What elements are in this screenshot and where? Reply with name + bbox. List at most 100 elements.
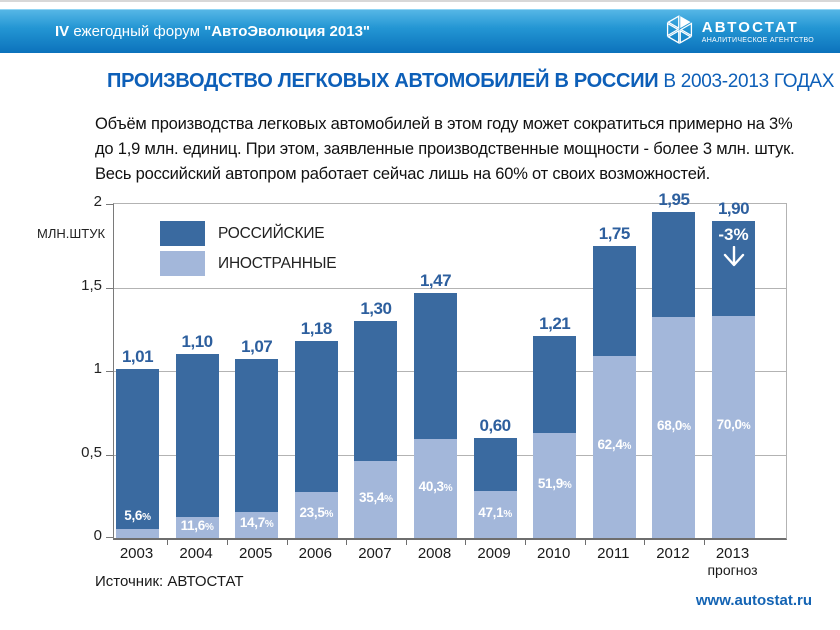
foreign-share-label: 35,4% bbox=[359, 489, 393, 505]
bar-total-label: 0,60 bbox=[479, 416, 512, 435]
x-tick-mark bbox=[465, 540, 467, 545]
x-axis-label: 2005 bbox=[239, 545, 273, 562]
y-tick-mark bbox=[106, 537, 114, 538]
bar-foreign-segment bbox=[414, 439, 457, 538]
y-tick-label: 1,5 bbox=[81, 276, 102, 294]
legend-item-foreign: ИНОСТРАННЫЕ bbox=[160, 251, 337, 276]
bar-russian-segment bbox=[652, 212, 696, 317]
x-axis-label: 2007 bbox=[358, 545, 392, 562]
x-tick-mark bbox=[703, 540, 705, 545]
bar-russian-segment bbox=[175, 354, 219, 517]
bar-total-label: 1,95 bbox=[658, 190, 690, 209]
bar-total-label: 1,47 bbox=[419, 271, 452, 290]
chart-legend: РОССИЙСКИЕ ИНОСТРАННЫЕ bbox=[160, 221, 337, 281]
bar-russian-segment bbox=[116, 369, 159, 529]
foreign-share-label: 68,0% bbox=[657, 417, 691, 433]
bar-russian-segment bbox=[592, 246, 636, 356]
foreign-share-label: 14,7% bbox=[239, 515, 274, 530]
bar-foreign-segment bbox=[354, 461, 398, 538]
forum-quoted: "АвтоЭволюция 2013" bbox=[204, 23, 371, 40]
bar-total-label: 1,90 bbox=[717, 199, 750, 218]
legend-swatch-foreign bbox=[160, 251, 205, 276]
logo-name: АВТОСТАТ bbox=[701, 18, 799, 36]
page-title-main: ПРОИЗВОДСТВО ЛЕГКОВЫХ АВТОМОБИЛЕЙ В РОСС… bbox=[107, 70, 659, 92]
autostat-logo: АВТОСТАТ АНАЛИТИЧЕСКОЕ АГЕНТСТВО bbox=[664, 10, 814, 53]
legend-label-russian: РОССИЙСКИЕ bbox=[218, 224, 325, 242]
bar-2010: 51,9% bbox=[533, 336, 577, 538]
logo-text: АВТОСТАТ АНАЛИТИЧЕСКОЕ АГЕНТСТВО bbox=[701, 18, 814, 44]
forum-title: IV ежегодный форум "АвтоЭволюция 2013" bbox=[55, 10, 370, 53]
bar-foreign-segment bbox=[235, 512, 279, 538]
foreign-share-label: 47,1% bbox=[478, 504, 512, 520]
bar-russian-segment bbox=[414, 293, 457, 439]
bar-foreign-segment bbox=[592, 356, 636, 538]
x-axis-label: 2008 bbox=[417, 545, 452, 562]
bar-foreign-segment bbox=[473, 491, 517, 538]
bar-total-label: 1,21 bbox=[539, 314, 571, 333]
y-axis-labels: 2 1,5 1 0,5 0 bbox=[58, 193, 108, 544]
x-tick-mark bbox=[524, 540, 526, 545]
bar-total-label: 1,75 bbox=[598, 224, 631, 243]
legend-label-foreign: ИНОСТРАННЫЕ bbox=[218, 254, 337, 272]
x-tick-mark bbox=[286, 540, 288, 545]
y-tick-mark bbox=[106, 371, 114, 372]
y-tick-label: 0,5 bbox=[81, 443, 102, 461]
intro-paragraph: Объём производства легковых автомобилей … bbox=[95, 112, 795, 187]
y-tick-label: 1 bbox=[93, 360, 102, 377]
x-tick-mark bbox=[644, 540, 646, 545]
bar-russian-segment bbox=[294, 341, 338, 492]
x-tick-mark bbox=[405, 540, 407, 545]
bar-2009: 47,1% bbox=[473, 438, 517, 538]
bar-foreign-segment bbox=[712, 316, 755, 538]
legend-swatch-russian bbox=[160, 221, 205, 246]
y-tick-label: 0 bbox=[93, 527, 102, 544]
bar-2012: 68,0% bbox=[652, 212, 696, 538]
bar-total-label: 1,10 bbox=[181, 332, 214, 351]
bar-total-label: 1,18 bbox=[300, 319, 333, 338]
bar-total-label: 1,30 bbox=[360, 299, 392, 318]
x-axis-label: 2011 bbox=[597, 545, 630, 562]
y-axis-unit-label: МЛН.ШТУК bbox=[37, 226, 106, 241]
bar-total-label: 1,01 bbox=[121, 347, 154, 366]
bar-2008: 40,3% bbox=[414, 293, 457, 538]
x-axis-label: 2006 bbox=[298, 545, 332, 562]
bar-2007: 35,4% bbox=[354, 321, 398, 538]
x-tick-mark bbox=[167, 540, 169, 545]
forum-prefix: IV bbox=[55, 23, 70, 40]
bar-2011: 62,4% bbox=[592, 246, 636, 538]
foreign-share-label: 62,4% bbox=[597, 437, 632, 452]
x-axis-label: 2012 bbox=[656, 545, 690, 562]
bar-foreign-segment bbox=[652, 317, 696, 538]
bar-foreign-segment bbox=[294, 492, 338, 538]
down-arrow-icon bbox=[723, 245, 744, 267]
bar-2013: 70,0% -3% bbox=[712, 221, 755, 538]
foreign-share-label: 40,3% bbox=[418, 478, 453, 494]
website-link[interactable]: www.autostat.ru bbox=[695, 592, 812, 609]
intro-line-1: Объём производства легковых автомобилей … bbox=[95, 115, 793, 133]
bar-2006: 23,5% bbox=[294, 341, 338, 538]
x-axis-label: 2009 bbox=[477, 545, 511, 562]
x-axis-label: 2010 bbox=[537, 545, 571, 562]
page-title-suffix: В 2003-2013 ГОДАХ bbox=[658, 71, 835, 92]
x-axis-label: 2013 прогноз bbox=[707, 545, 758, 578]
top-divider bbox=[0, 0, 840, 2]
foreign-share-label: 5,6% bbox=[124, 508, 151, 523]
page-title: ПРОИЗВОДСТВО ЛЕГКОВЫХ АВТОМОБИЛЕЙ В РОСС… bbox=[107, 70, 834, 93]
foreign-share-label: 51,9% bbox=[537, 475, 572, 491]
bar-russian-segment bbox=[473, 438, 517, 491]
bar-total-label: 1,07 bbox=[241, 337, 273, 356]
plot-area: 5,6% 1,01 11,6% 1,10 14,7% 1,07 23,5% 1,18 35,4%… bbox=[106, 191, 787, 545]
y-tick-mark bbox=[106, 204, 114, 205]
foreign-share-label: 70,0% bbox=[716, 417, 751, 432]
y-tick-mark bbox=[106, 287, 114, 289]
y-tick-label: 2 bbox=[93, 193, 102, 210]
foreign-share-label: 23,5% bbox=[299, 505, 334, 520]
bar-russian-segment bbox=[712, 221, 755, 316]
intro-line-3: Весь российский автопром работает сейчас… bbox=[95, 165, 711, 183]
bar-2003: 5,6% bbox=[116, 369, 159, 538]
bar-russian-segment bbox=[354, 321, 398, 461]
header-bar: IV ежегодный форум "АвтоЭволюция 2013" А… bbox=[0, 9, 840, 53]
bar-2004: 11,6% bbox=[175, 354, 219, 538]
legend-item-russian: РОССИЙСКИЕ bbox=[160, 221, 336, 246]
